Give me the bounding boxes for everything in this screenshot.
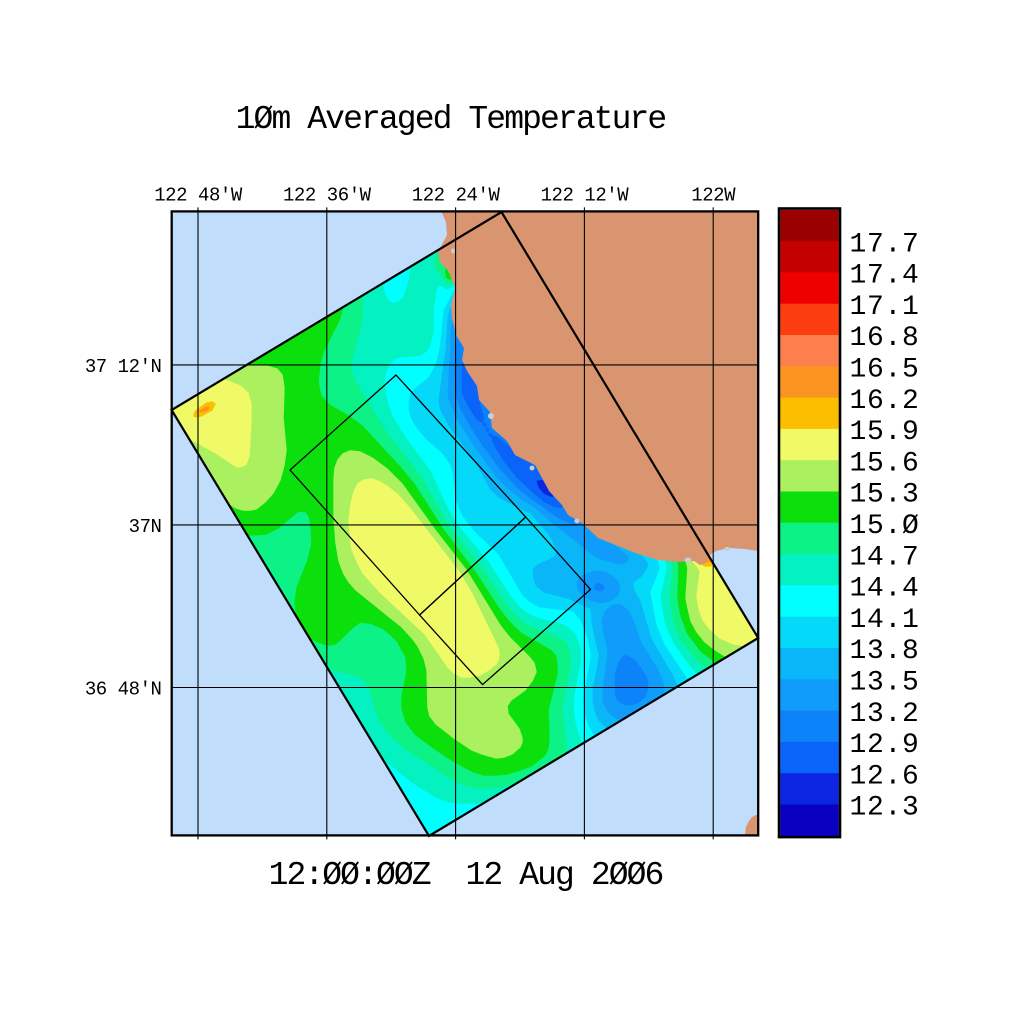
svg-text:37 12'N: 37 12'N xyxy=(85,356,162,378)
svg-text:15.9: 15.9 xyxy=(850,417,920,448)
svg-text:13.2: 13.2 xyxy=(850,699,920,730)
svg-text:16.8: 16.8 xyxy=(850,323,920,354)
svg-text:122 36'W: 122 36'W xyxy=(283,185,372,207)
svg-text:15.6: 15.6 xyxy=(850,448,920,479)
svg-text:122 24'W: 122 24'W xyxy=(412,185,501,207)
svg-text:122W: 122W xyxy=(691,185,736,207)
svg-text:12.6: 12.6 xyxy=(850,761,920,792)
svg-text:14.7: 14.7 xyxy=(850,542,920,573)
svg-text:13.5: 13.5 xyxy=(850,668,920,699)
svg-text:37N: 37N xyxy=(129,516,162,538)
svg-text:17.4: 17.4 xyxy=(850,261,920,292)
svg-text:12.3: 12.3 xyxy=(850,793,920,824)
svg-text:16.5: 16.5 xyxy=(850,355,920,386)
svg-text:17.7: 17.7 xyxy=(850,229,920,260)
svg-text:12.9: 12.9 xyxy=(850,730,920,761)
svg-text:14.4: 14.4 xyxy=(850,574,920,605)
svg-text:1Øm Averaged Temperature: 1Øm Averaged Temperature xyxy=(236,101,666,138)
svg-text:122 48'W: 122 48'W xyxy=(154,185,243,207)
svg-text:122 12'W: 122 12'W xyxy=(541,185,630,207)
svg-text:17.1: 17.1 xyxy=(850,292,920,323)
svg-text:13.8: 13.8 xyxy=(850,636,920,667)
svg-text:36 48'N: 36 48'N xyxy=(85,679,162,701)
svg-text:15.Ø: 15.Ø xyxy=(850,511,920,542)
svg-text:14.1: 14.1 xyxy=(850,605,920,636)
svg-text:15.3: 15.3 xyxy=(850,480,920,511)
svg-text:16.2: 16.2 xyxy=(850,386,920,417)
svg-text:12:ØØ:ØØZ 12 Aug 2ØØ6: 12:ØØ:ØØZ 12 Aug 2ØØ6 xyxy=(269,857,663,894)
